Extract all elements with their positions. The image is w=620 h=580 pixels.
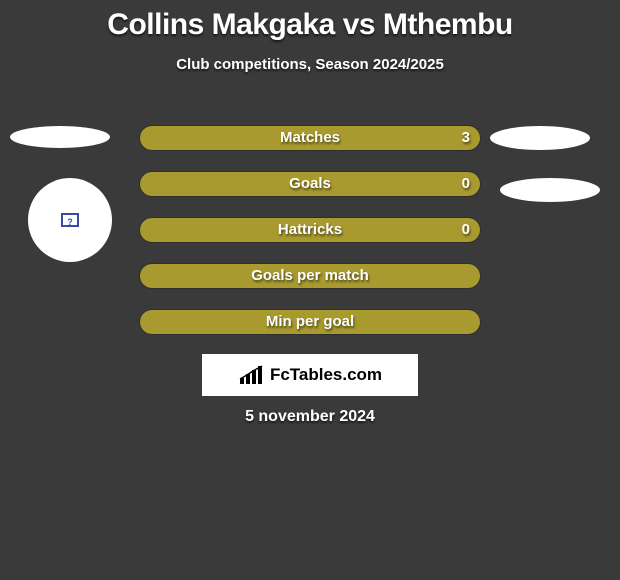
stat-row-min-per-goal: Min per goal [140,310,480,334]
stat-label: Goals per match [140,264,480,288]
stat-label: Min per goal [140,310,480,334]
right-second-chip [500,178,600,202]
left-avatar-circle: ? [28,178,112,262]
page-root: Collins Makgaka vs Mthembu Club competit… [0,0,620,580]
stats-panel: Matches 3 Goals 0 Hattricks 0 Goals per … [140,126,480,356]
stat-row-goals-per-match: Goals per match [140,264,480,288]
bar-chart-icon [238,364,266,386]
stat-value: 3 [462,126,470,150]
left-header-chip [10,126,110,148]
stat-row-matches: Matches 3 [140,126,480,150]
stat-value: 0 [462,172,470,196]
right-header-chip [490,126,590,150]
stat-row-goals: Goals 0 [140,172,480,196]
page-subtitle: Club competitions, Season 2024/2025 [0,56,620,73]
stat-value: 0 [462,218,470,242]
avatar-placeholder-icon: ? [61,213,79,227]
stat-label: Goals [140,172,480,196]
footer-date: 5 november 2024 [0,408,620,426]
logo-inner: FcTables.com [202,354,418,396]
stat-row-hattricks: Hattricks 0 [140,218,480,242]
logo-text: FcTables.com [270,365,382,385]
page-title: Collins Makgaka vs Mthembu [0,0,620,42]
stat-label: Matches [140,126,480,150]
stat-label: Hattricks [140,218,480,242]
logo-box: FcTables.com [202,354,418,396]
